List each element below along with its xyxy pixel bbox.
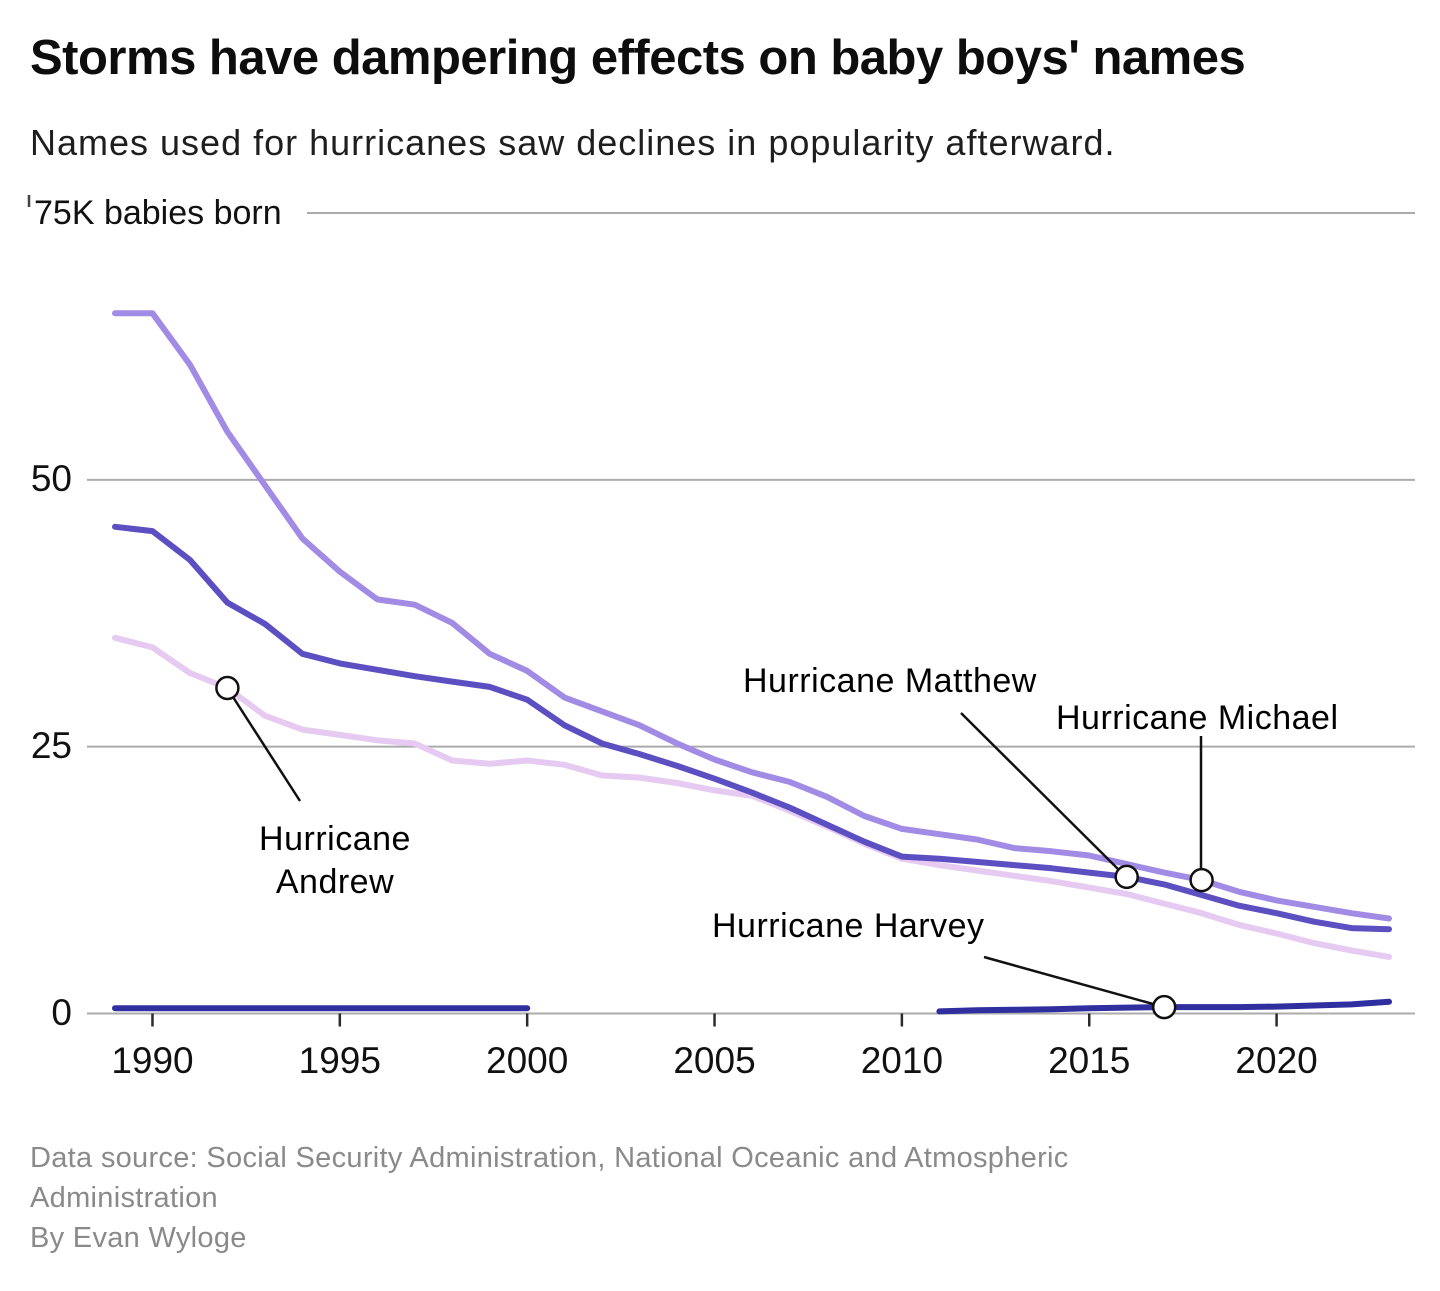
line-andrew[interactable] xyxy=(112,634,1392,960)
annotation-leader-matthew xyxy=(960,712,1119,870)
annotation-marker-michael[interactable] xyxy=(1189,867,1214,893)
source-line-2: Administration xyxy=(30,1182,218,1214)
byline: By Evan Wyloge xyxy=(30,1222,247,1254)
line-matthew[interactable] xyxy=(112,523,1392,933)
annotation-leader-andrew xyxy=(231,696,302,802)
annotation-marker-harvey[interactable] xyxy=(1151,994,1177,1020)
source-line-1: Data source: Social Security Administrat… xyxy=(30,1142,1069,1174)
annotation-marker-matthew[interactable] xyxy=(1114,864,1139,890)
line-michael[interactable] xyxy=(112,310,1392,922)
chart-subtitle: Names used for hurricanes saw declines i… xyxy=(30,122,1116,163)
annotation-leader-harvey xyxy=(983,955,1154,1006)
annotation-marker-andrew[interactable] xyxy=(215,675,240,701)
source-note: Data source: Social Security Administrat… xyxy=(30,1138,1420,1258)
chart-title: Storms have dampering effects on baby bo… xyxy=(30,31,1246,85)
